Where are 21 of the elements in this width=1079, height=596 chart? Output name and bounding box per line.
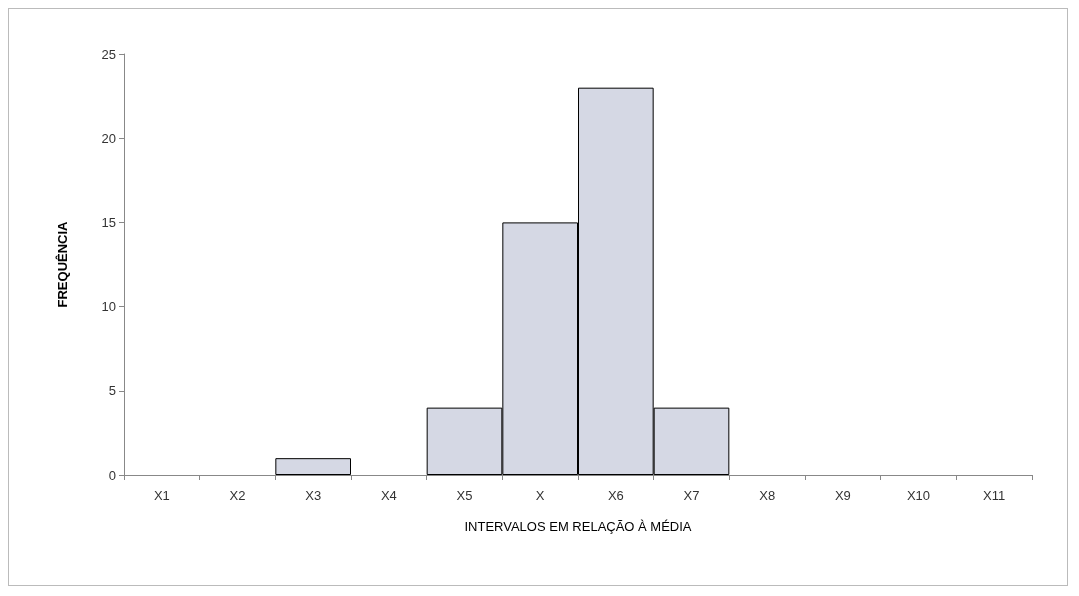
x-axis-title: INTERVALOS EM RELAÇÃO À MÉDIA bbox=[464, 519, 692, 534]
x-tick-label: X5 bbox=[456, 488, 473, 503]
x-tick-label: X7 bbox=[683, 488, 700, 503]
y-axis-title: FREQUÊNCIA bbox=[55, 220, 70, 308]
x-tick-label: X2 bbox=[229, 488, 246, 503]
bar bbox=[275, 458, 351, 475]
x-tick-label: X bbox=[535, 488, 545, 503]
x-tick-label: X11 bbox=[983, 488, 1006, 503]
y-tick-label: 15 bbox=[101, 214, 116, 230]
x-tick-label: X4 bbox=[380, 488, 397, 503]
x-tick-label: X6 bbox=[607, 488, 624, 503]
y-tick-label: 5 bbox=[108, 383, 116, 399]
x-tick-label: X10 bbox=[906, 488, 931, 503]
x-tick-label: X1 bbox=[153, 488, 170, 503]
y-tick-label: 10 bbox=[101, 299, 116, 315]
x-tick-label: X8 bbox=[759, 488, 776, 503]
x-tick-label: X3 bbox=[305, 488, 322, 503]
y-tick-label: 25 bbox=[101, 46, 116, 62]
y-tick-label: 0 bbox=[108, 467, 116, 483]
y-tick-label: 20 bbox=[101, 130, 116, 146]
x-tick-label: X9 bbox=[834, 488, 851, 503]
